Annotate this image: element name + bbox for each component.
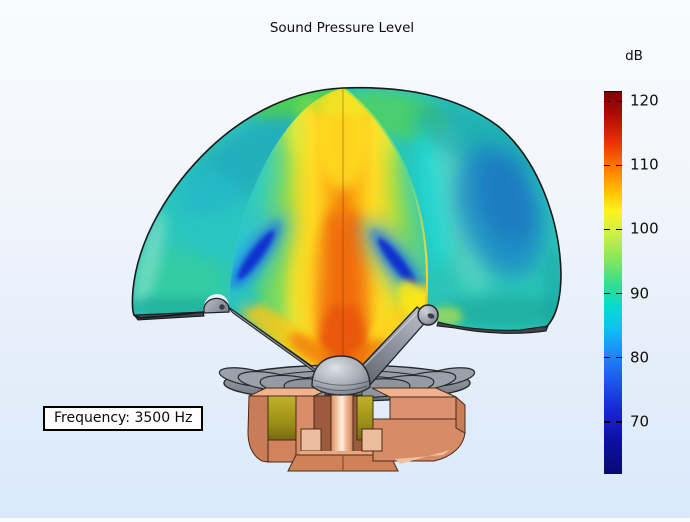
tick-mark-right <box>616 421 622 423</box>
top-plate-front-right <box>389 396 457 420</box>
surround-roll-left <box>203 297 230 314</box>
tick-label: 100 <box>630 220 659 239</box>
top-plate-side-right <box>455 395 466 434</box>
tick-mark-right <box>616 293 622 295</box>
pot-lower-right <box>372 418 466 462</box>
cut-seam-edge <box>341 86 429 310</box>
rim-outline-left <box>133 311 204 319</box>
tick-label: 90 <box>630 284 650 303</box>
magnet-assembly <box>247 387 466 472</box>
pot-floor <box>300 451 386 456</box>
tick-mark-right <box>616 100 622 103</box>
recess-right <box>361 428 383 452</box>
surround-slot-right <box>427 313 435 319</box>
plot-title: Sound Pressure Level <box>269 20 415 36</box>
tick-mark-right <box>616 228 622 231</box>
tick-mark-right <box>616 164 622 167</box>
tick-mark-left <box>604 228 610 231</box>
tick-mark-left <box>604 421 610 423</box>
surround-slot-left <box>219 304 225 310</box>
tick-mark-right <box>616 357 622 359</box>
colorbar-gradient <box>604 91 622 474</box>
tick-label: 80 <box>630 348 650 367</box>
colorbar-unit-label: dB <box>625 48 643 64</box>
frequency-annotation: Frequency: 3500 Hz <box>43 406 204 431</box>
dust-cap <box>311 355 371 396</box>
tick-mark-left <box>604 357 610 359</box>
voice-coil-left <box>267 395 297 441</box>
tick-mark-left <box>604 100 610 103</box>
colorbar-ticks: 120 110 100 90 80 70 <box>604 91 690 473</box>
colorbar: dB 120 110 100 90 80 70 <box>604 44 690 484</box>
tick-label: 110 <box>630 155 659 174</box>
pot-outer-wall-left <box>247 395 269 463</box>
recess-left <box>300 428 322 452</box>
tick-label: 70 <box>630 412 650 431</box>
tick-mark-left <box>604 164 610 167</box>
tick-label: 120 <box>630 91 659 110</box>
dome-silhouette-outline <box>131 86 562 328</box>
rim-thickness-right <box>436 321 549 334</box>
tick-mark-left <box>604 293 610 295</box>
dust-cap-rib <box>313 379 370 386</box>
strut-highlight <box>356 309 421 374</box>
dust-cap-rib <box>315 385 368 391</box>
cone-and-surround <box>203 297 439 387</box>
pot-lower-left <box>267 439 297 463</box>
bottom-highlight-right <box>395 450 450 464</box>
